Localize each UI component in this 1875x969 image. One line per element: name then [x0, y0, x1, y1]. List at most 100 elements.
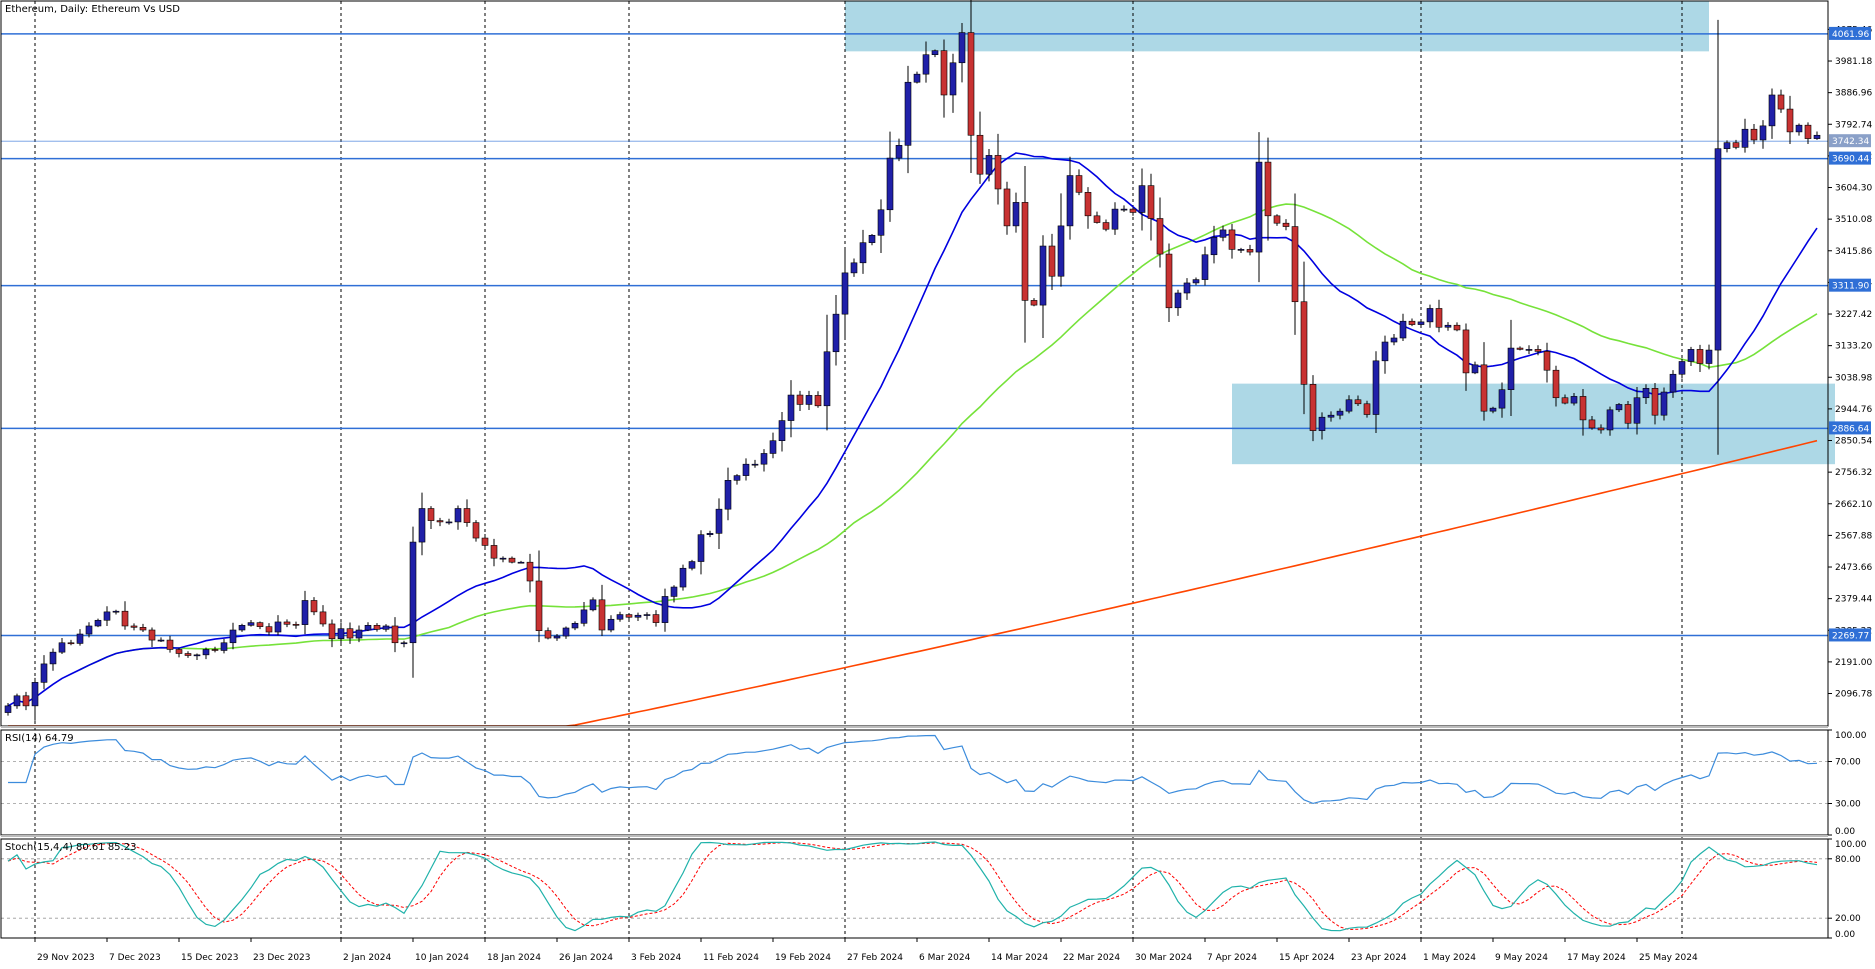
candle[interactable]	[184, 651, 192, 658]
candle[interactable]	[1480, 342, 1488, 421]
candle[interactable]	[1471, 361, 1479, 375]
candle[interactable]	[1696, 344, 1704, 372]
candle[interactable]	[643, 612, 651, 620]
candle[interactable]	[175, 647, 183, 658]
candle[interactable]	[823, 314, 831, 431]
candle[interactable]	[103, 606, 111, 627]
candle[interactable]	[697, 530, 705, 575]
candle[interactable]	[1579, 389, 1587, 436]
candle[interactable]	[382, 624, 390, 632]
candle[interactable]	[301, 590, 309, 635]
candle[interactable]	[850, 258, 858, 277]
candle[interactable]	[922, 41, 930, 83]
candle[interactable]	[1300, 261, 1308, 415]
candle[interactable]	[463, 499, 471, 527]
candle[interactable]	[580, 602, 588, 627]
candle[interactable]	[1588, 416, 1596, 430]
candle[interactable]	[490, 538, 498, 567]
candle[interactable]	[481, 534, 489, 550]
candle[interactable]	[166, 635, 174, 653]
candle[interactable]	[1129, 207, 1137, 216]
candle[interactable]	[40, 655, 48, 690]
candle[interactable]	[571, 621, 579, 631]
candle[interactable]	[400, 640, 408, 648]
candle[interactable]	[445, 518, 453, 525]
candle[interactable]	[553, 634, 561, 641]
candle[interactable]	[157, 637, 165, 642]
candle[interactable]	[1624, 401, 1632, 429]
candle[interactable]	[1174, 289, 1182, 316]
candle[interactable]	[1426, 304, 1434, 328]
candle[interactable]	[391, 617, 399, 653]
candle[interactable]	[499, 556, 507, 563]
candle[interactable]	[130, 623, 138, 631]
candle[interactable]	[940, 39, 948, 118]
candle[interactable]	[787, 380, 795, 438]
candle[interactable]	[1606, 406, 1614, 436]
candle[interactable]	[76, 629, 84, 646]
candle[interactable]	[148, 627, 156, 648]
candle[interactable]	[1120, 205, 1128, 212]
candle[interactable]	[1363, 400, 1371, 418]
candle[interactable]	[1642, 384, 1650, 405]
candle[interactable]	[652, 610, 660, 627]
candle[interactable]	[1390, 333, 1398, 346]
candle[interactable]	[985, 149, 993, 182]
candle[interactable]	[958, 22, 966, 83]
candle[interactable]	[859, 229, 867, 274]
candle[interactable]	[1372, 351, 1380, 433]
candle[interactable]	[409, 526, 417, 678]
candle[interactable]	[1417, 319, 1425, 327]
candle[interactable]	[1444, 322, 1452, 331]
candle[interactable]	[634, 612, 642, 621]
candle[interactable]	[508, 556, 516, 564]
candle[interactable]	[1138, 168, 1146, 231]
candle[interactable]	[1723, 140, 1731, 153]
candle[interactable]	[85, 622, 93, 638]
candle[interactable]	[877, 199, 885, 254]
candle[interactable]	[1687, 346, 1695, 367]
candle[interactable]	[373, 623, 381, 632]
candle[interactable]	[193, 653, 201, 660]
candle[interactable]	[1066, 156, 1074, 240]
candle[interactable]	[1228, 224, 1236, 259]
candle[interactable]	[1498, 382, 1506, 418]
candle[interactable]	[274, 615, 282, 636]
candle[interactable]	[688, 559, 696, 571]
candle[interactable]	[1561, 394, 1569, 405]
candle[interactable]	[139, 623, 147, 633]
candle[interactable]	[1327, 411, 1335, 422]
candle[interactable]	[679, 564, 687, 591]
candle[interactable]	[1651, 382, 1659, 425]
candle[interactable]	[661, 588, 669, 632]
candle[interactable]	[1633, 386, 1641, 435]
candle[interactable]	[1237, 247, 1245, 254]
candle[interactable]	[1156, 197, 1164, 268]
candle[interactable]	[904, 65, 912, 174]
candle[interactable]	[1039, 235, 1047, 339]
candle[interactable]	[868, 233, 876, 246]
candle[interactable]	[1291, 193, 1299, 335]
candle[interactable]	[1570, 393, 1578, 406]
candle[interactable]	[913, 71, 921, 84]
candle[interactable]	[733, 474, 741, 485]
candle[interactable]	[1732, 139, 1740, 150]
candle[interactable]	[49, 648, 57, 671]
candle[interactable]	[238, 623, 246, 632]
candle[interactable]	[1264, 137, 1272, 241]
candle[interactable]	[562, 626, 570, 639]
candle[interactable]	[1552, 365, 1560, 407]
candle[interactable]	[1093, 211, 1101, 224]
candle[interactable]	[1399, 313, 1407, 341]
candle[interactable]	[472, 520, 480, 542]
candle[interactable]	[58, 637, 66, 654]
candle[interactable]	[1102, 219, 1110, 232]
candle[interactable]	[1084, 187, 1092, 229]
candle[interactable]	[598, 584, 606, 636]
candle[interactable]	[1813, 131, 1821, 140]
candle[interactable]	[796, 390, 804, 411]
candle[interactable]	[517, 560, 525, 564]
candle[interactable]	[625, 613, 633, 622]
candle[interactable]	[616, 611, 624, 622]
candle[interactable]	[976, 111, 984, 184]
